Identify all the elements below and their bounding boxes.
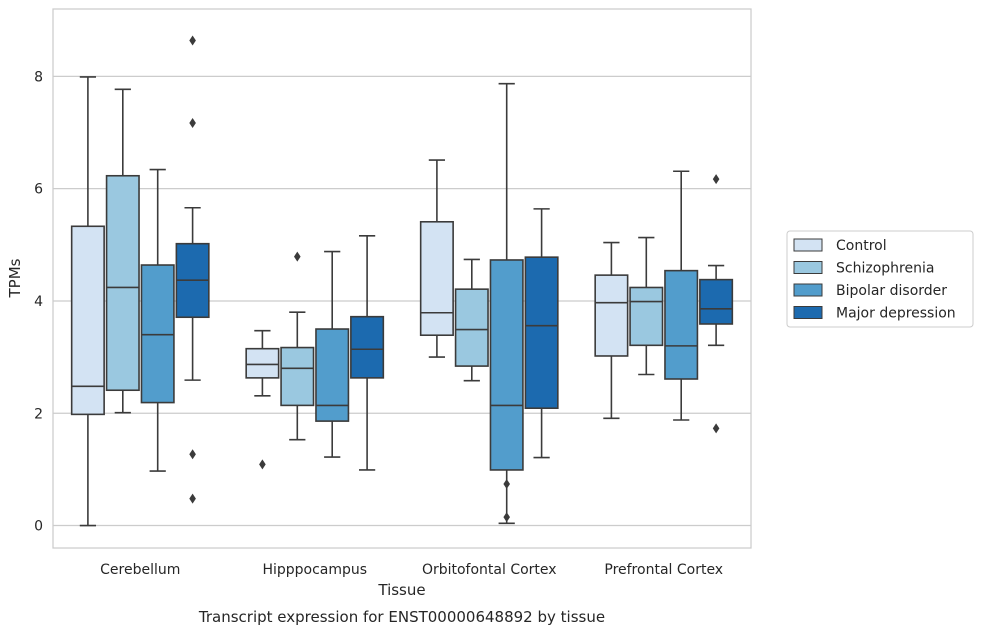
y-tick-label: 4 (34, 294, 43, 310)
outlier-point (503, 478, 510, 489)
x-tick-label: Cerebellum (100, 562, 180, 578)
iqr-box (454, 288, 489, 367)
box-schizophrenia (280, 251, 315, 441)
box-schizophrenia (105, 88, 140, 414)
box-bipolar-disorder (140, 168, 175, 472)
iqr-box (629, 286, 664, 347)
outlier-point (189, 493, 196, 504)
outlier-point (189, 35, 196, 46)
box-bipolar-disorder (315, 250, 350, 458)
box-groups (70, 35, 734, 527)
outlier-point (712, 423, 720, 434)
legend-frame (786, 230, 974, 328)
iqr-box (524, 256, 559, 409)
iqr-box (140, 264, 175, 404)
box-major-depression (350, 235, 385, 471)
x-tick-label: Hipppocampus (262, 562, 367, 578)
x-tick-labels: Cerebellum Hipppocampus Orbitofontal Corte… (100, 562, 723, 578)
x-tick-label: Orbitofontal Cortex (422, 562, 557, 578)
iqr-box (315, 328, 350, 422)
y-tick-label: 2 (34, 406, 43, 422)
y-tick-label: 0 (34, 519, 43, 535)
legend-swatch (793, 283, 823, 297)
legend-label: Control (836, 238, 887, 254)
box-control (245, 329, 280, 470)
iqr-box (699, 278, 734, 325)
box-schizophrenia (629, 236, 664, 376)
figure-caption: Transcript expression for ENST0000064889… (198, 608, 605, 626)
legend-label: Major depression (836, 306, 956, 322)
y-tick-label: 8 (34, 69, 43, 85)
legend: Control Schizophrenia Bipolar disorder Majo… (786, 230, 974, 328)
iqr-box (70, 225, 105, 416)
box-control (419, 159, 454, 358)
box-control (594, 241, 629, 420)
box-major-depression (175, 35, 210, 504)
iqr-box (350, 315, 385, 379)
box-major-depression (699, 174, 734, 434)
box-bipolar-disorder (664, 170, 699, 421)
legend-label: Schizophrenia (836, 261, 934, 277)
outlier-point (503, 512, 510, 523)
y-tick-label: 6 (34, 182, 43, 198)
iqr-box (105, 174, 140, 392)
legend-swatch (793, 261, 823, 274)
box-schizophrenia (454, 258, 489, 382)
outlier-point (189, 449, 196, 460)
iqr-box (594, 274, 629, 357)
iqr-box (280, 346, 315, 407)
iqr-box (664, 269, 699, 380)
outlier-point (189, 117, 196, 128)
iqr-box (245, 347, 280, 379)
outlier-point (294, 251, 301, 262)
iqr-box (489, 259, 524, 471)
legend-swatch (793, 306, 823, 319)
legend-label: Bipolar disorder (836, 283, 947, 299)
y-tick-labels: 0 2 4 6 8 (34, 69, 43, 534)
x-tick-label: Prefrontal Cortex (604, 562, 723, 578)
y-axis-title: TPMs (6, 258, 24, 298)
iqr-box (419, 220, 454, 337)
x-axis-title: Tissue (377, 581, 425, 599)
box-major-depression (524, 208, 559, 459)
legend-swatch (793, 238, 823, 252)
outlier-point (712, 174, 720, 185)
box-bipolar-disorder (489, 82, 524, 525)
outlier-point (259, 459, 266, 470)
box-control (70, 76, 105, 527)
